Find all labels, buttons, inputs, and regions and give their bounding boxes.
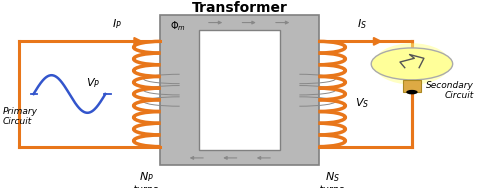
Bar (160, 15, 319, 165)
Bar (199, 30, 280, 150)
Text: turns: turns (320, 185, 345, 188)
Ellipse shape (374, 43, 450, 85)
Text: $N_P$: $N_P$ (138, 170, 154, 184)
Bar (403, 80, 421, 92)
Text: Transformer: Transformer (192, 1, 287, 15)
Text: $\Phi_m$: $\Phi_m$ (170, 19, 186, 33)
Text: $I_S$: $I_S$ (357, 17, 366, 31)
Text: Primary
Circuit: Primary Circuit (2, 107, 37, 126)
Circle shape (406, 90, 418, 94)
Text: $V_P$: $V_P$ (86, 76, 101, 90)
Text: $I_P$: $I_P$ (113, 17, 122, 31)
Text: $N_S$: $N_S$ (325, 170, 341, 184)
Text: $V_S$: $V_S$ (354, 96, 369, 110)
Text: Secondary
Circuit: Secondary Circuit (426, 80, 474, 100)
Circle shape (371, 48, 453, 80)
Text: turns: turns (134, 185, 159, 188)
